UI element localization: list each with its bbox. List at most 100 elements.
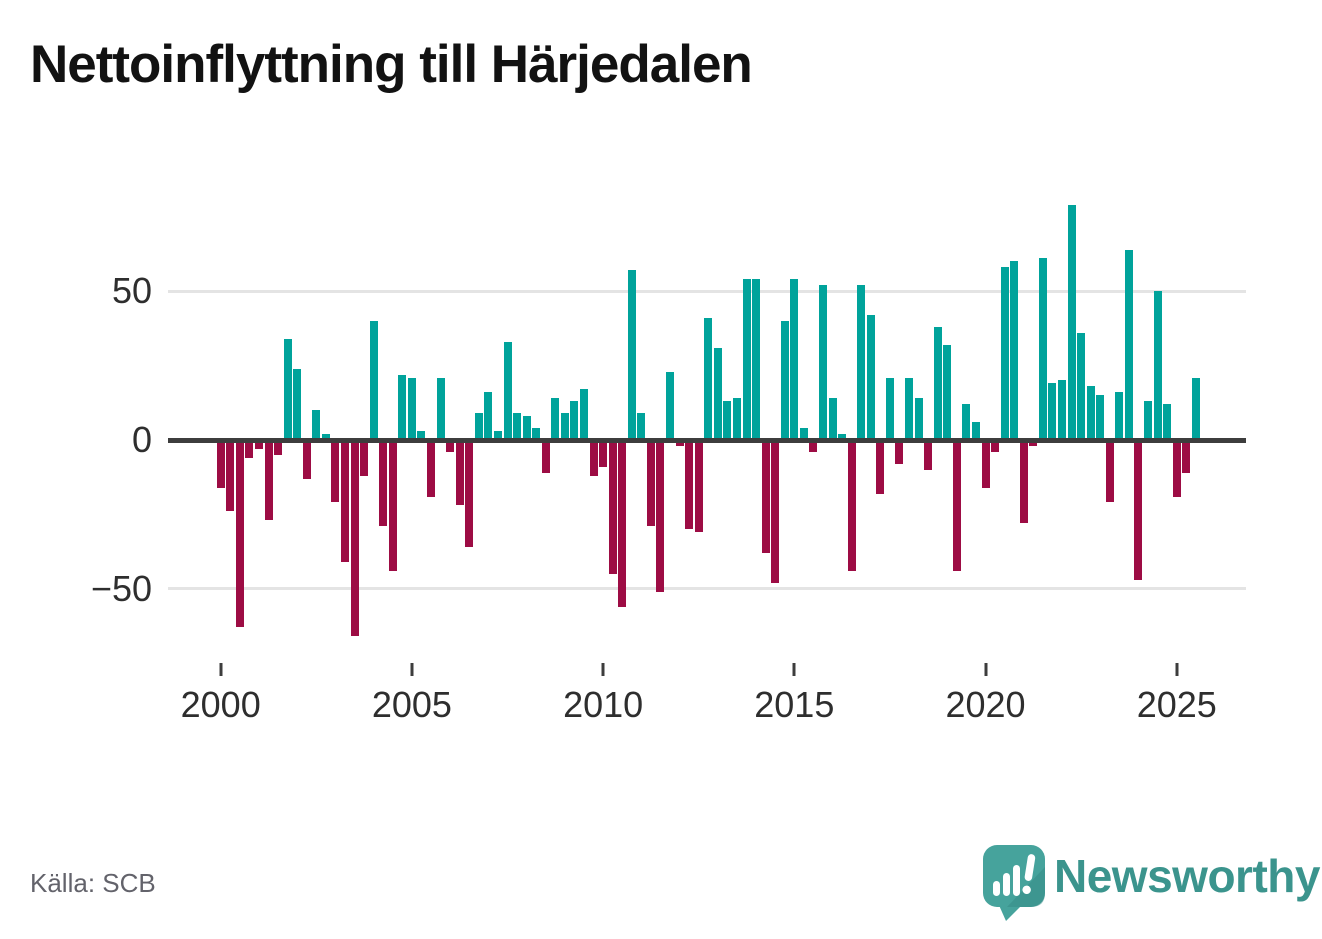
bar: [1115, 392, 1123, 440]
bar: [895, 440, 903, 464]
bar: [504, 342, 512, 440]
bar: [590, 440, 598, 476]
bar: [723, 401, 731, 440]
bar: [829, 398, 837, 440]
bar: [274, 440, 282, 455]
bar: [312, 410, 320, 440]
bar: [408, 378, 416, 440]
bar: [962, 404, 970, 440]
bar: [838, 434, 846, 440]
bar: [876, 440, 884, 494]
bar: [542, 440, 550, 473]
bar: [647, 440, 655, 526]
bar: [714, 348, 722, 440]
bar: [609, 440, 617, 574]
bar: [867, 315, 875, 440]
chart-title: Nettoinflyttning till Härjedalen: [30, 35, 753, 94]
bar: [618, 440, 626, 607]
x-tick-mark: [984, 663, 988, 676]
bar: [446, 440, 454, 452]
y-tick-label: 0: [131, 419, 152, 460]
bar: [790, 279, 798, 440]
bar: [1058, 380, 1066, 440]
bar: [551, 398, 559, 440]
bar: [628, 270, 636, 440]
bar: [676, 440, 684, 446]
bar: [762, 440, 770, 553]
bar: [1134, 440, 1142, 580]
x-tick-label: 2015: [754, 684, 835, 725]
bar: [379, 440, 387, 526]
x-tick-mark: [601, 663, 605, 676]
bar: [1048, 383, 1056, 440]
x-tick-label: 2010: [563, 684, 644, 725]
bar: [494, 431, 502, 440]
bar: [523, 416, 531, 440]
bar: [781, 321, 789, 440]
bar: [886, 378, 894, 440]
x-tick-label: 2000: [180, 684, 261, 725]
x-tick-mark: [1175, 663, 1179, 676]
bar: [1039, 258, 1047, 440]
bar: [475, 413, 483, 440]
bar: [1010, 261, 1018, 440]
bar: [513, 413, 521, 440]
bar: [580, 389, 588, 440]
gridline-y50: [168, 290, 1246, 293]
bar: [819, 285, 827, 440]
bar: [1020, 440, 1028, 523]
bar: [1144, 401, 1152, 440]
bar: [1182, 440, 1190, 473]
bar: [417, 431, 425, 440]
bar: [809, 440, 817, 452]
bar: [953, 440, 961, 571]
bar: [857, 285, 865, 440]
bar: [685, 440, 693, 529]
bar: [427, 440, 435, 497]
zero-axis-line: [168, 438, 1246, 443]
bar: [360, 440, 368, 476]
bar: [284, 339, 292, 440]
bar: [561, 413, 569, 440]
bar: [1001, 267, 1009, 440]
bar: [924, 440, 932, 470]
bar: [695, 440, 703, 532]
bar: [752, 279, 760, 440]
bar: [217, 440, 225, 488]
bar: [1125, 250, 1133, 440]
bar: [934, 327, 942, 440]
bar: [351, 440, 359, 636]
newsworthy-wordmark: Newsworthy: [1054, 850, 1320, 902]
bar: [771, 440, 779, 583]
bar: [570, 401, 578, 440]
bar: [1068, 205, 1076, 440]
bar: [915, 398, 923, 440]
bar: [599, 440, 607, 467]
bar: [943, 345, 951, 440]
bar: [704, 318, 712, 440]
bar: [972, 422, 980, 440]
bar: [322, 434, 330, 440]
bar: [484, 392, 492, 440]
bar: [1163, 404, 1171, 440]
bar: [1087, 386, 1095, 440]
bar: [1029, 440, 1037, 446]
x-tick-label: 2005: [371, 684, 452, 725]
bar: [398, 375, 406, 440]
bar: [245, 440, 253, 458]
newsworthy-logo: Newsworthy: [981, 843, 1320, 923]
bar: [331, 440, 339, 502]
y-tick-label: 50: [111, 270, 152, 312]
x-tick-mark: [792, 663, 796, 676]
bar: [1154, 291, 1162, 440]
bar: [743, 279, 751, 440]
bar: [370, 321, 378, 440]
bar: [389, 440, 397, 571]
bar: [1106, 440, 1114, 502]
bar: [982, 440, 990, 488]
bar: [991, 440, 999, 452]
bar: [905, 378, 913, 440]
bar: [1077, 333, 1085, 440]
bar: [303, 440, 311, 479]
